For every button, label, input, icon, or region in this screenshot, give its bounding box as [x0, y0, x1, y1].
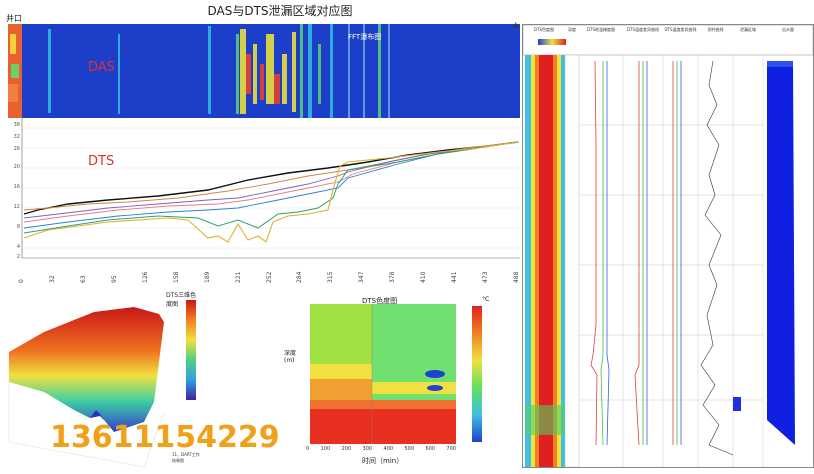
col-header: 泄漏区域: [740, 27, 756, 32]
x-tick: 158: [172, 271, 180, 283]
svg-text:8: 8: [17, 224, 20, 230]
col-header: 出水量: [782, 27, 794, 32]
surface-colorbar: [186, 300, 196, 400]
surface-3d-title: DTS三维色度图: [166, 292, 197, 308]
dts-unit: °C: [482, 296, 490, 303]
well-log-header: DTS色度图 深度 DTS地温梯度图 DTS温度差异曲线 DTS温度差异曲线 测…: [523, 27, 813, 33]
svg-text:38: 38: [14, 122, 20, 128]
well-log-tracks: [522, 24, 814, 468]
dts-line-chart: 38 32 26 20 16 12 8 4 2: [14, 118, 520, 260]
svg-text:20: 20: [14, 164, 20, 170]
dts-color-xticks: 0 100 200 300 400 500 600 700: [306, 446, 456, 452]
dts-color-title: DTS色度图: [362, 297, 398, 305]
col-header: DTS温度差异曲线: [664, 27, 697, 32]
dts-x-axis: 0 32 63 95 126 158 189 221 252 284 315 3…: [18, 261, 520, 283]
phone-watermark: 13611154229: [50, 420, 280, 455]
svg-text:12: 12: [14, 204, 20, 210]
x-tick: 0: [306, 446, 310, 452]
x-tick: 300: [362, 446, 373, 452]
fft-overlay-label: FFT瀑布图: [348, 33, 382, 41]
svg-text:16: 16: [14, 184, 20, 190]
surface-caption: 11、DART工作结果图: [172, 452, 200, 463]
x-tick: 126: [141, 271, 149, 283]
col-header: DTS色度图: [533, 27, 555, 32]
well-log-panel: DTS色度图 深度 DTS地温梯度图 DTS温度差异曲线 DTS温度差异曲线 测…: [522, 24, 814, 468]
svg-text:4: 4: [17, 244, 20, 250]
col-header: 测井曲线: [707, 27, 724, 32]
dts-colorbar: [472, 306, 482, 442]
x-tick: 700: [446, 446, 456, 452]
wellhead-label: 井口: [6, 14, 22, 23]
col-header: 深度: [568, 27, 576, 32]
x-tick: 200: [341, 446, 352, 452]
x-tick: 284: [296, 271, 304, 283]
x-tick: 252: [265, 271, 273, 283]
col-header: DTS温度差异曲线: [626, 27, 660, 32]
svg-text:32: 32: [14, 134, 20, 140]
das-waterfall-panel: DAS FFT瀑布图: [8, 24, 520, 118]
x-tick: 95: [110, 275, 118, 283]
das-label: DAS: [88, 60, 115, 75]
x-tick: 0: [18, 279, 25, 283]
x-tick: 100: [320, 446, 331, 452]
x-tick: 347: [358, 271, 366, 283]
dts-line-panel: 38 32 26 20 16 12 8 4 2 DTS 0 32 63 95 126 158…: [8, 118, 520, 288]
x-tick: 441: [451, 271, 459, 283]
dts-color-panel: DTS色度图 °C 深度(m) 时间（min） 0 100 200 300 40…: [282, 292, 494, 470]
x-tick: 488: [513, 271, 520, 283]
x-tick: 189: [203, 271, 211, 283]
col-header: DTS地温梯度图: [586, 27, 616, 32]
x-tick: 473: [482, 271, 490, 283]
page-title: DAS与DTS泄漏区域对应图: [207, 4, 353, 18]
dts-label: DTS: [88, 154, 115, 169]
dts-color-heatmap: [310, 304, 456, 444]
x-tick: 32: [48, 275, 56, 283]
svg-text:2: 2: [17, 254, 20, 260]
x-tick: 400: [383, 446, 394, 452]
dts-color-ylabel: 深度(m): [284, 350, 297, 364]
x-tick: 600: [425, 446, 435, 452]
x-tick: 315: [327, 271, 335, 283]
dts-color-xlabel: 时间（min）: [362, 457, 404, 465]
x-tick: 63: [79, 275, 87, 283]
das-heatmap: [8, 24, 520, 118]
svg-text:26: 26: [14, 146, 20, 152]
x-tick: 221: [234, 271, 242, 283]
surface-3d-plot: [8, 307, 165, 468]
x-tick: 410: [420, 271, 428, 283]
x-tick: 378: [389, 271, 397, 283]
x-tick: 500: [404, 446, 415, 452]
surface-3d-panel: DTS三维色度图 11、DART工作结果图: [4, 292, 200, 470]
expand-icon[interactable]: ✛: [512, 22, 520, 32]
